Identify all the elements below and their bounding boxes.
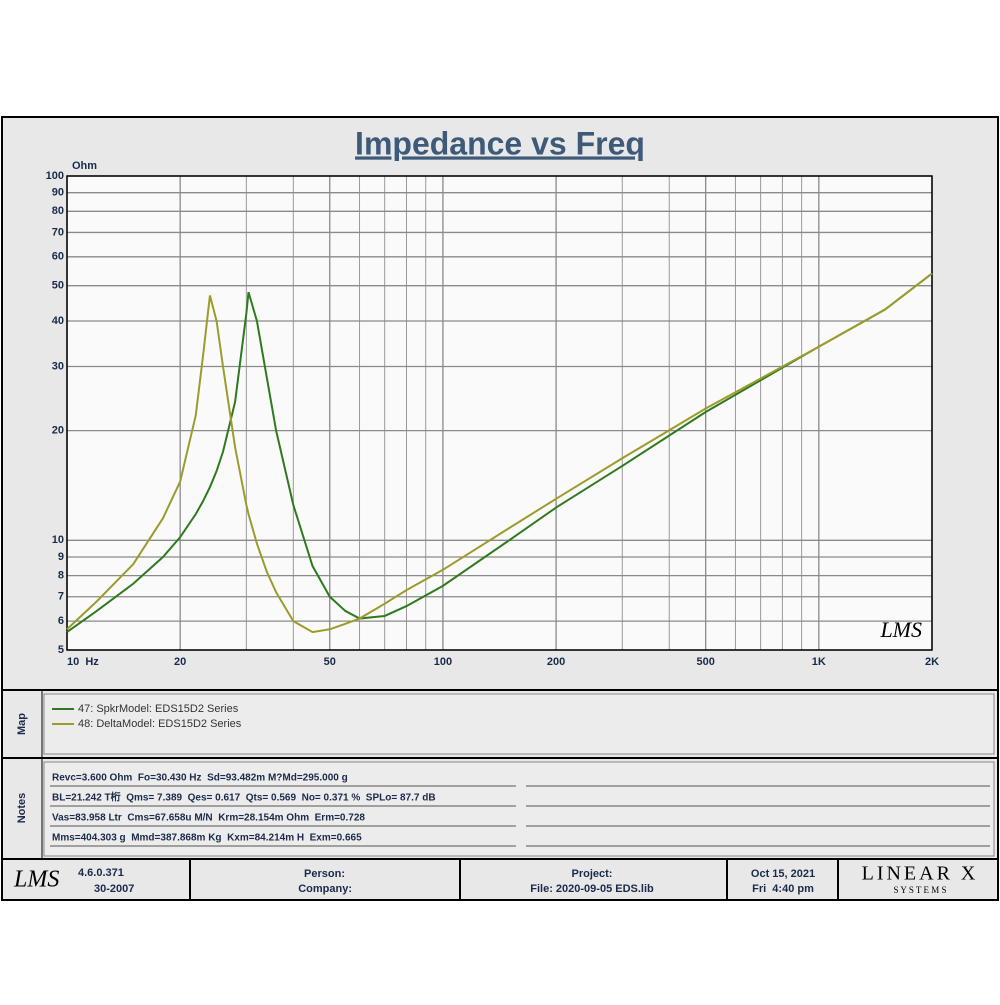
y-tick-label: 8: [58, 570, 64, 582]
x-tick-label: 100: [434, 656, 452, 668]
footer-logo: LMS: [13, 867, 59, 893]
series-line: [66, 272, 933, 633]
x-tick-label: 200: [547, 656, 565, 668]
x-tick-label: 10 Hz: [67, 656, 99, 668]
y-tick-label: 40: [52, 315, 64, 327]
y-tick-label: 60: [52, 251, 64, 263]
map-label: Map: [16, 713, 28, 735]
note-line: Vas=83.958 Ltr Cms=67.658u M/N Krm=28.15…: [52, 813, 365, 824]
brand: LINEAR X: [862, 863, 979, 885]
version: 4.6.0.371: [78, 867, 124, 879]
y-tick-label: 70: [52, 226, 64, 238]
legend-entry: 48: DeltaModel: EDS15D2 Series: [78, 718, 242, 730]
brand-sub: S Y S T E M S: [893, 885, 946, 895]
y-tick-label: 5: [58, 644, 64, 656]
company: Company:: [298, 883, 352, 895]
plot-border: [66, 175, 933, 651]
build: 30-2007: [94, 883, 134, 895]
file: File: 2020-09-05 EDS.lib: [530, 883, 654, 895]
y-tick-label: 9: [58, 551, 64, 563]
plot-area: [67, 176, 932, 650]
project: Project:: [572, 868, 613, 880]
plot: 10 Hz 20 50 100 200 500 1K 2K 5 6 7 8 9 10 20 30 40 50 60 7…: [46, 170, 939, 668]
y-tick-label: 80: [52, 205, 64, 217]
y-axis-label: Ohm: [72, 160, 97, 172]
legend-entry: 47: SpkrModel: EDS15D2 Series: [78, 703, 239, 715]
y-tick-label: 20: [52, 425, 64, 437]
time: Fri 4:40 pm: [752, 883, 814, 895]
x-tick-label: 50: [324, 656, 336, 668]
note-line: BL=21.242 T桁 Qms= 7.389 Qes= 0.617 Qts= …: [52, 791, 436, 804]
person: Person:: [304, 868, 345, 880]
x-tick-label: 2K: [925, 656, 939, 668]
y-tick-label: 30: [52, 360, 64, 372]
y-tick-label: 50: [52, 280, 64, 292]
footer: LMS 4.6.0.371 30-2007 Person: Company: P…: [13, 859, 979, 900]
notes-label: Notes: [16, 793, 28, 824]
chart-title: Impedance vs Freq: [355, 125, 645, 161]
y-tick-label: 6: [58, 615, 64, 627]
note-line: Revc=3.600 Ohm Fo=30.430 Hz Sd=93.482m M…: [52, 773, 348, 784]
y-tick-label: 100: [46, 170, 64, 182]
notes-panel: [43, 761, 995, 857]
x-tick-label: 1K: [812, 656, 826, 668]
x-tick-label: 500: [696, 656, 714, 668]
y-tick-label: 7: [58, 591, 64, 603]
note-line: Mms=404.303 g Mmd=387.868m Kg Kxm=84.214…: [52, 833, 362, 844]
series-line: [66, 272, 933, 634]
y-tick-label: 10: [52, 534, 64, 546]
date: Oct 15, 2021: [751, 868, 815, 880]
y-tick-label: 90: [52, 187, 64, 199]
map-panel: [43, 693, 995, 755]
x-tick-label: 20: [174, 656, 186, 668]
watermark: LMS: [879, 617, 922, 642]
